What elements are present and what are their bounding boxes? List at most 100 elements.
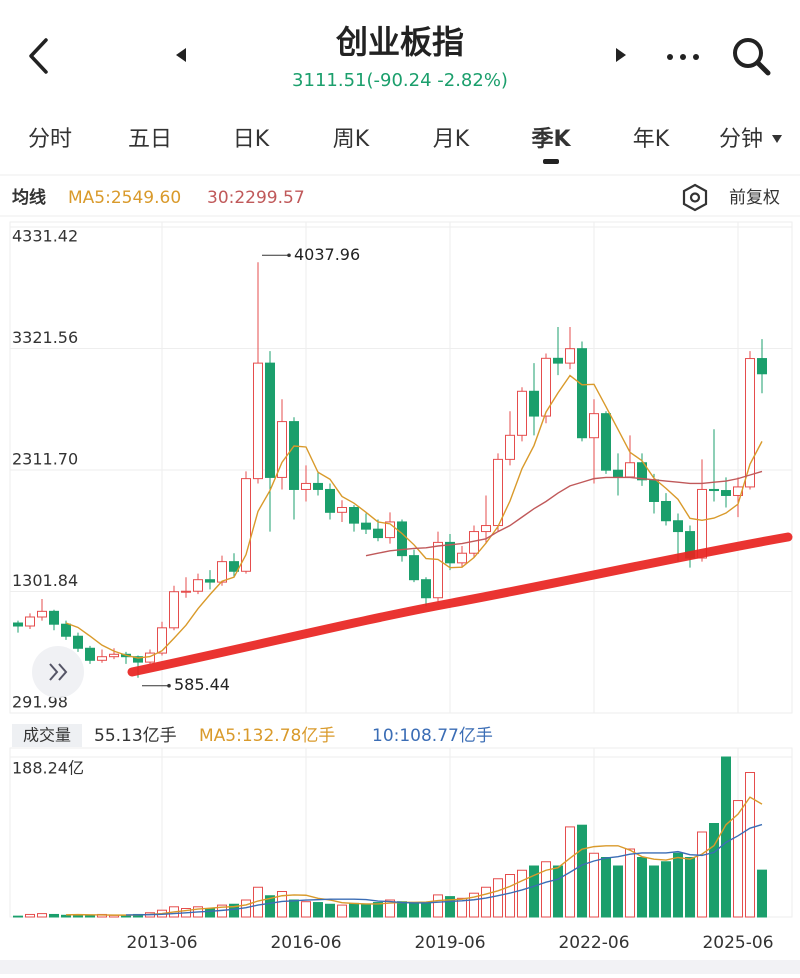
volume-bar <box>13 915 23 918</box>
period-tab[interactable]: 月K <box>433 127 470 152</box>
x-tick-label: 2019-06 <box>414 933 485 953</box>
candle-body <box>109 653 119 658</box>
search-handle <box>755 60 771 76</box>
ma-legend-item: MA5:2549.60 <box>68 188 181 208</box>
x-tick-label: 2013-06 <box>126 933 197 953</box>
volume-bar <box>505 874 515 918</box>
x-tick-label: 2025-06 <box>702 933 773 953</box>
volume-bar <box>301 901 311 918</box>
candle-body <box>169 591 179 629</box>
adjust-label: 前复权 <box>729 188 780 208</box>
plot: 4037.96 585.44 <box>13 245 767 918</box>
volume-bar <box>469 892 479 918</box>
volume-bar <box>733 800 743 918</box>
volume-bar <box>433 894 443 918</box>
candle-body <box>289 421 299 490</box>
candle-body <box>745 358 755 488</box>
volume-bar <box>745 772 755 918</box>
dot <box>693 54 699 60</box>
volume-bar <box>457 897 467 918</box>
candle-body <box>553 357 563 364</box>
search-button[interactable] <box>733 38 771 76</box>
volume-bar <box>421 902 431 918</box>
volume-bar <box>577 824 587 918</box>
adjust-button[interactable]: 前复权 <box>682 183 780 212</box>
volume-bar <box>49 913 59 918</box>
candle-body <box>193 579 203 592</box>
period-tab[interactable]: 分时 <box>28 127 72 152</box>
candle-body <box>229 561 239 572</box>
period-tab[interactable]: 季K <box>531 127 571 152</box>
candle-body <box>277 421 287 478</box>
volume-bar <box>697 831 707 918</box>
candle-body <box>313 482 323 490</box>
volume-bar <box>625 848 635 918</box>
candle-body <box>625 462 635 478</box>
volume-bar <box>337 904 347 918</box>
candle-body <box>181 590 191 593</box>
period-tab[interactable]: 分钟 <box>719 127 763 152</box>
volume-bar <box>673 852 683 918</box>
candle-body <box>25 616 35 627</box>
y-tick-label: 2311.70 <box>12 450 78 469</box>
index-quote: 3111.51(-90.24 -2.82%) <box>292 70 508 91</box>
more-button[interactable] <box>667 54 699 60</box>
next-index-button[interactable] <box>616 48 626 62</box>
back-button[interactable] <box>29 38 48 74</box>
volume-bar <box>61 914 71 918</box>
candle-body <box>433 541 443 599</box>
adjust-icon-dot <box>689 192 701 203</box>
candle-body <box>385 521 395 539</box>
max-price-label: 4037.96 <box>294 245 360 264</box>
candle-body <box>649 479 659 502</box>
volume-bar <box>373 902 383 918</box>
candle-body <box>265 362 275 478</box>
volume-bar <box>277 891 287 918</box>
ma-legend-item: 30:2299.57 <box>207 188 305 208</box>
y-tick-label: 3321.56 <box>12 328 78 347</box>
min-pointer-dot <box>167 683 171 688</box>
volume-bar <box>709 823 719 918</box>
candle-body <box>445 541 455 564</box>
period-tabs: 分时 五日 日K 周K 月K 季K 年K 分钟 <box>28 127 782 164</box>
volume-bar <box>685 857 695 918</box>
volume-bar <box>541 861 551 918</box>
period-tab[interactable]: 日K <box>233 127 270 152</box>
period-tab[interactable]: 年K <box>633 127 670 152</box>
search-lens <box>733 38 763 68</box>
max-pointer-dot <box>287 253 291 258</box>
period-tab[interactable]: 五日 <box>128 127 172 152</box>
candle-body <box>613 469 623 478</box>
candle-body <box>505 434 515 460</box>
volume-bar <box>553 865 563 918</box>
candle-body <box>577 348 587 439</box>
prev-index-button[interactable] <box>176 48 186 62</box>
candle-body <box>205 579 215 583</box>
volume-bar <box>517 869 527 918</box>
volume-bar <box>721 756 731 918</box>
active-tab-indicator <box>543 159 559 164</box>
candle-body <box>709 488 719 492</box>
x-tick-label: 2022-06 <box>558 933 629 953</box>
volume-bar <box>409 902 419 918</box>
volume-bar <box>589 852 599 918</box>
volume-bar <box>25 913 35 918</box>
expand-button[interactable] <box>32 646 84 698</box>
candle-body <box>241 478 251 572</box>
dot <box>667 54 673 60</box>
volume-bar <box>445 896 455 918</box>
candle-body <box>541 357 551 417</box>
candle-body <box>565 348 575 364</box>
candle-body <box>517 390 527 436</box>
volume-bar <box>289 899 299 918</box>
period-tab[interactable]: 周K <box>333 127 370 152</box>
ma-legend-title: 均线 <box>12 187 46 208</box>
volume-label: 成交量 <box>23 726 71 745</box>
volume-bar <box>37 913 47 918</box>
candle-body <box>133 656 143 663</box>
candle-body <box>85 647 95 661</box>
y-tick-label: 4331.42 <box>12 227 78 246</box>
volume-bar <box>361 903 371 918</box>
min-price-label: 585.44 <box>174 675 230 694</box>
